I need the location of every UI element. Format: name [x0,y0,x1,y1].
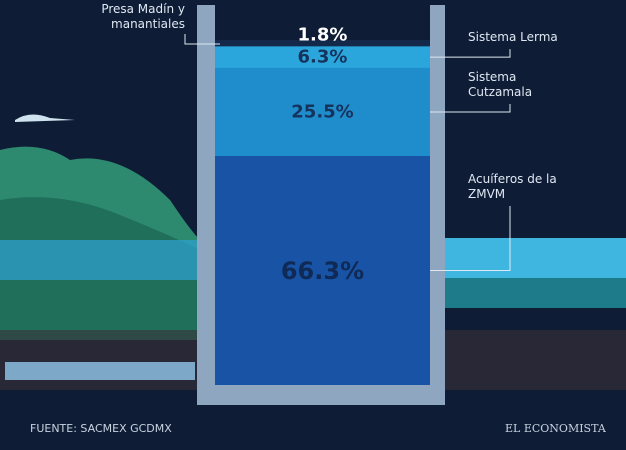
source-label: Sistema Cutzamala [468,70,578,100]
value-label: 6.3% [215,47,430,68]
source-label: Acuíferos de la ZMVM [468,172,578,202]
brand: EL ECONOMISTA [505,422,606,435]
value-label: 25.5% [215,102,430,123]
value-label: 66.3% [215,257,430,285]
source-label: Presa Madín y manantiales [75,2,185,32]
source: FUENTE: SACMEX GCDMX [30,422,172,435]
source-label: Sistema Lerma [468,30,578,45]
value-label: 1.8% [215,25,430,46]
infographic: FUENTE: SACMEX GCDMX EL ECONOMISTA 66.3%… [0,0,626,450]
